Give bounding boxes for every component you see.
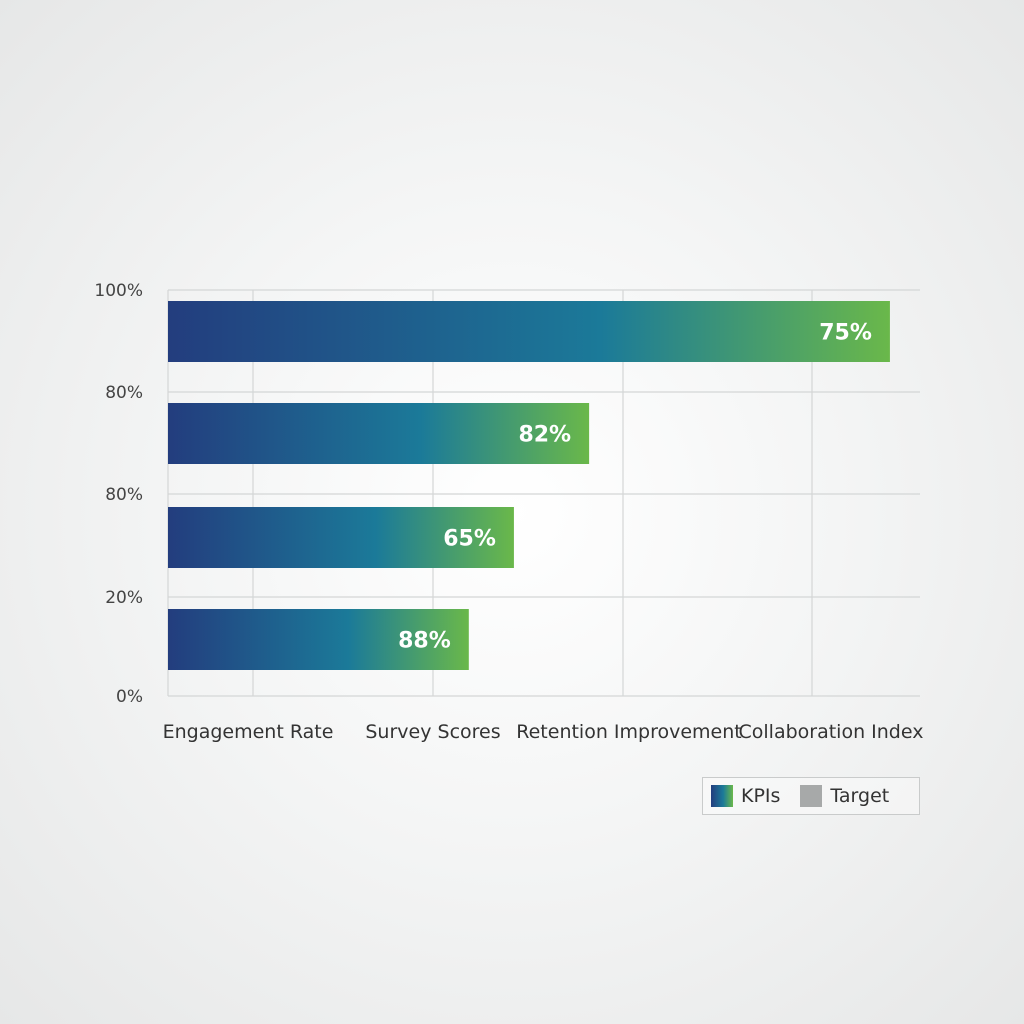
y-tick-label: 20%	[105, 588, 143, 608]
legend-label-kpis: KPIs	[741, 785, 781, 807]
legend-swatch-target	[800, 785, 823, 807]
bar	[168, 403, 590, 464]
legend-swatch-kpis	[711, 785, 733, 807]
category-label: Survey Scores	[365, 721, 500, 743]
y-tick-label: 80%	[105, 485, 143, 505]
bar	[168, 507, 514, 568]
bar-value-label: 88%	[398, 629, 451, 654]
y-tick-label: 100%	[94, 281, 143, 301]
bar	[168, 609, 469, 670]
y-tick-label: 0%	[116, 687, 143, 707]
legend-item-kpis: KPIs	[711, 785, 780, 807]
bar-layer	[168, 301, 890, 670]
category-label: Collaboration Index	[739, 721, 924, 743]
y-tick-label: 80%	[105, 383, 143, 403]
bar	[168, 301, 890, 362]
legend-item-target: Target	[800, 785, 889, 807]
bar-value-label: 82%	[518, 423, 571, 448]
category-label: Engagement Rate	[163, 721, 334, 743]
category-label: Retention Improvement	[516, 721, 741, 743]
label-layer: 75% 82% 65% 88% Engagement Rate Survey Scores…	[163, 321, 924, 744]
bar-value-label: 75%	[819, 321, 872, 346]
legend: KPIs Target	[702, 777, 920, 815]
legend-label-target: Target	[830, 785, 890, 807]
bar-value-label: 65%	[443, 527, 496, 552]
